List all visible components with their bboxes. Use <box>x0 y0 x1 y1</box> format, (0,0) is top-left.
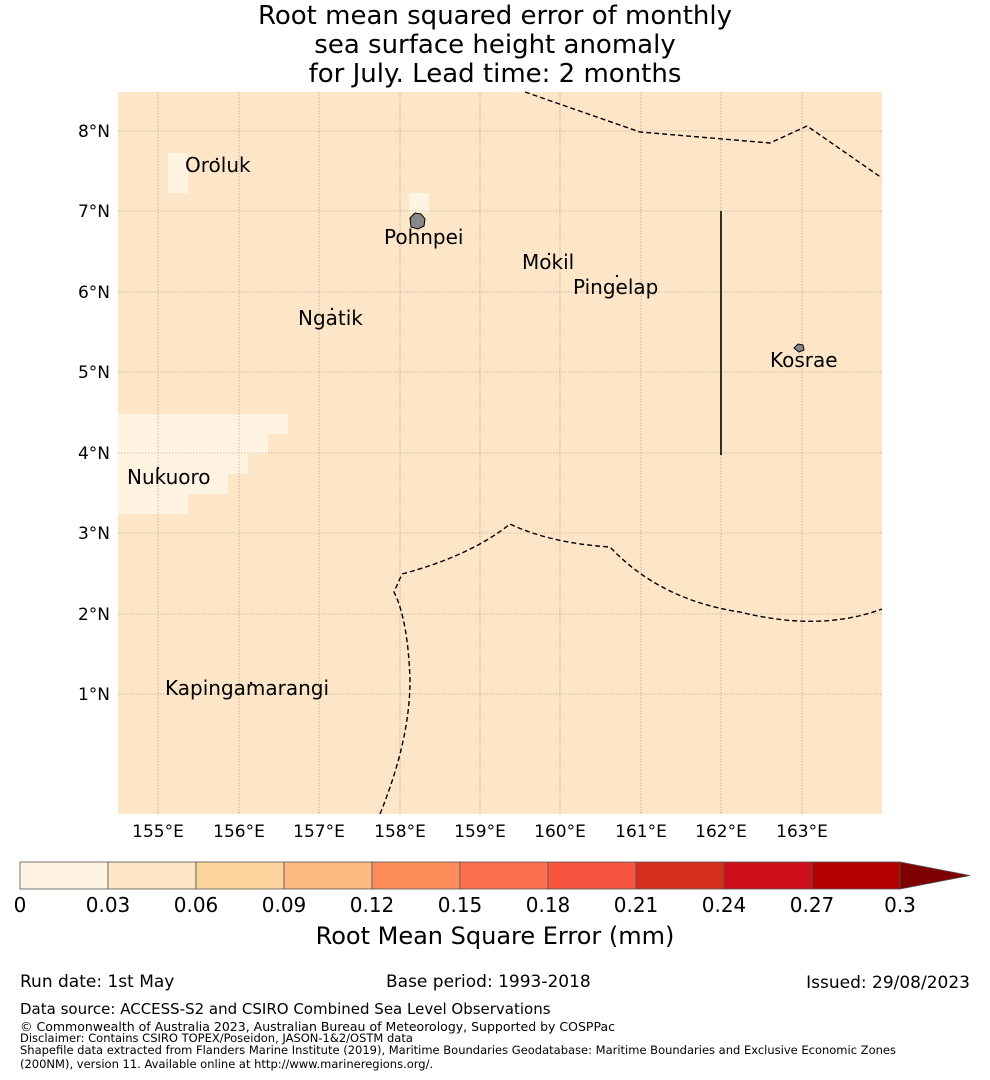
pingelap-dot <box>615 274 619 278</box>
issued-date: Issued: 29/08/2023 <box>806 973 970 993</box>
label-nukuoro: Nukuoro <box>127 465 211 489</box>
colorbar-tick-0: 0 <box>13 893 27 917</box>
x-tick-163e: 163°E <box>776 822 828 842</box>
low-error-cells <box>118 153 429 514</box>
x-tick-159e: 159°E <box>454 822 506 842</box>
colorbar-bin-6 <box>547 861 637 890</box>
nukuoro-dot <box>156 466 160 470</box>
eez-boundary-north <box>524 91 883 179</box>
colorbar-tick-9: 0.27 <box>789 893 835 917</box>
label-kosrae: Kosrae <box>770 348 838 372</box>
cell-pohnpei <box>409 193 429 213</box>
eez-boundary-south <box>379 523 883 815</box>
colorbar-tick-10: 0.3 <box>884 893 916 917</box>
title-line-2: sea surface height anomaly <box>314 30 676 60</box>
y-tick-6n: 6°N <box>78 283 110 303</box>
colorbar-tick-2: 0.06 <box>173 893 219 917</box>
map-title: Root mean squared error of monthly sea s… <box>0 2 990 89</box>
label-pingelap: Pingelap <box>573 275 658 299</box>
y-tick-4n: 4°N <box>78 444 110 464</box>
label-kapingamarangi: Kapingamarangi <box>165 676 329 700</box>
cell-nukuoro-3 <box>118 454 248 474</box>
y-tick-1n: 1°N <box>78 685 110 705</box>
eez-boundaries <box>379 91 883 815</box>
colorbar-tick-8: 0.24 <box>701 893 747 917</box>
label-oroluk: Oroluk <box>185 153 251 177</box>
colorbar-tick-6: 0.18 <box>525 893 571 917</box>
colorbar-bin-1 <box>107 861 197 890</box>
colorbar-tick-7: 0.21 <box>613 893 659 917</box>
shapefile-credit-line-2: (200NM), version 11. Available online at… <box>20 1057 434 1071</box>
colorbar-bin-4 <box>371 861 461 890</box>
cell-oroluk <box>168 153 188 193</box>
colorbar-bin-5 <box>459 861 549 890</box>
x-tick-161e: 161°E <box>615 822 667 842</box>
island-shapes <box>156 157 805 685</box>
colorbar-label: Root Mean Square Error (mm) <box>315 922 675 950</box>
island-labels: Oroluk Pohnpei Mokil Pingelap Ngatik Kos… <box>127 153 838 700</box>
y-tick-7n: 7°N <box>78 202 110 222</box>
data-source: Data source: ACCESS-S2 and CSIRO Combine… <box>20 1000 551 1018</box>
x-tick-155e: 155°E <box>132 822 184 842</box>
cell-nukuoro-4 <box>118 474 228 494</box>
colorbar-bin-7 <box>635 861 725 890</box>
x-tick-162e: 162°E <box>695 822 747 842</box>
y-tick-8n: 8°N <box>78 122 110 142</box>
pohnpei-shape <box>409 212 426 230</box>
title-line-1: Root mean squared error of monthly <box>257 1 733 31</box>
colorbar-bin-9 <box>811 861 901 890</box>
x-axis-labels: 155°E 156°E 157°E 158°E 159°E 160°E 161°… <box>132 822 828 842</box>
mokil-dot <box>547 252 551 256</box>
x-tick-157e: 157°E <box>293 822 345 842</box>
y-tick-2n: 2°N <box>78 605 110 625</box>
title-line-3: for July. Lead time: 2 months <box>308 59 682 89</box>
label-pohnpei: Pohnpei <box>384 225 464 249</box>
kosrae-shape <box>793 343 805 353</box>
y-tick-5n: 5°N <box>78 363 110 383</box>
colorbar-bin-2 <box>195 861 285 890</box>
colorbar-bin-8 <box>723 861 813 890</box>
label-ngatik: Ngatik <box>298 306 363 330</box>
colorbar-tick-3: 0.09 <box>261 893 307 917</box>
y-axis-labels: 8°N 7°N 6°N 5°N 4°N 3°N 2°N 1°N <box>78 122 110 705</box>
oroluk-dot <box>215 157 219 161</box>
y-tick-3n: 3°N <box>78 524 110 544</box>
label-mokil: Mokil <box>522 250 574 274</box>
base-period: Base period: 1993-2018 <box>386 972 591 992</box>
cell-nukuoro-2 <box>118 434 268 454</box>
ngatik-dot <box>330 307 334 311</box>
colorbar-tick-5: 0.15 <box>437 893 483 917</box>
cell-nukuoro-5 <box>118 494 188 514</box>
colorbar-tick-1: 0.03 <box>85 893 131 917</box>
kapinga-dot <box>249 681 253 685</box>
disclaimer: Disclaimer: Contains CSIRO TOPEX/Poseido… <box>20 1031 413 1045</box>
copyright: © Commonwealth of Australia 2023, Austra… <box>20 1019 615 1034</box>
x-tick-158e: 158°E <box>374 822 426 842</box>
colorbar-bin-0 <box>19 861 109 890</box>
x-tick-160e: 160°E <box>534 822 586 842</box>
cell-nukuoro-1 <box>118 414 288 434</box>
colorbar <box>19 861 971 890</box>
run-date: Run date: 1st May <box>20 972 175 992</box>
shapefile-credit-line-1: Shapefile data extracted from Flanders M… <box>20 1043 896 1057</box>
colorbar-bin-3 <box>283 861 373 890</box>
x-tick-156e: 156°E <box>213 822 265 842</box>
colorbar-tick-4: 0.12 <box>349 893 395 917</box>
colorbar-extend-arrow <box>899 861 971 890</box>
